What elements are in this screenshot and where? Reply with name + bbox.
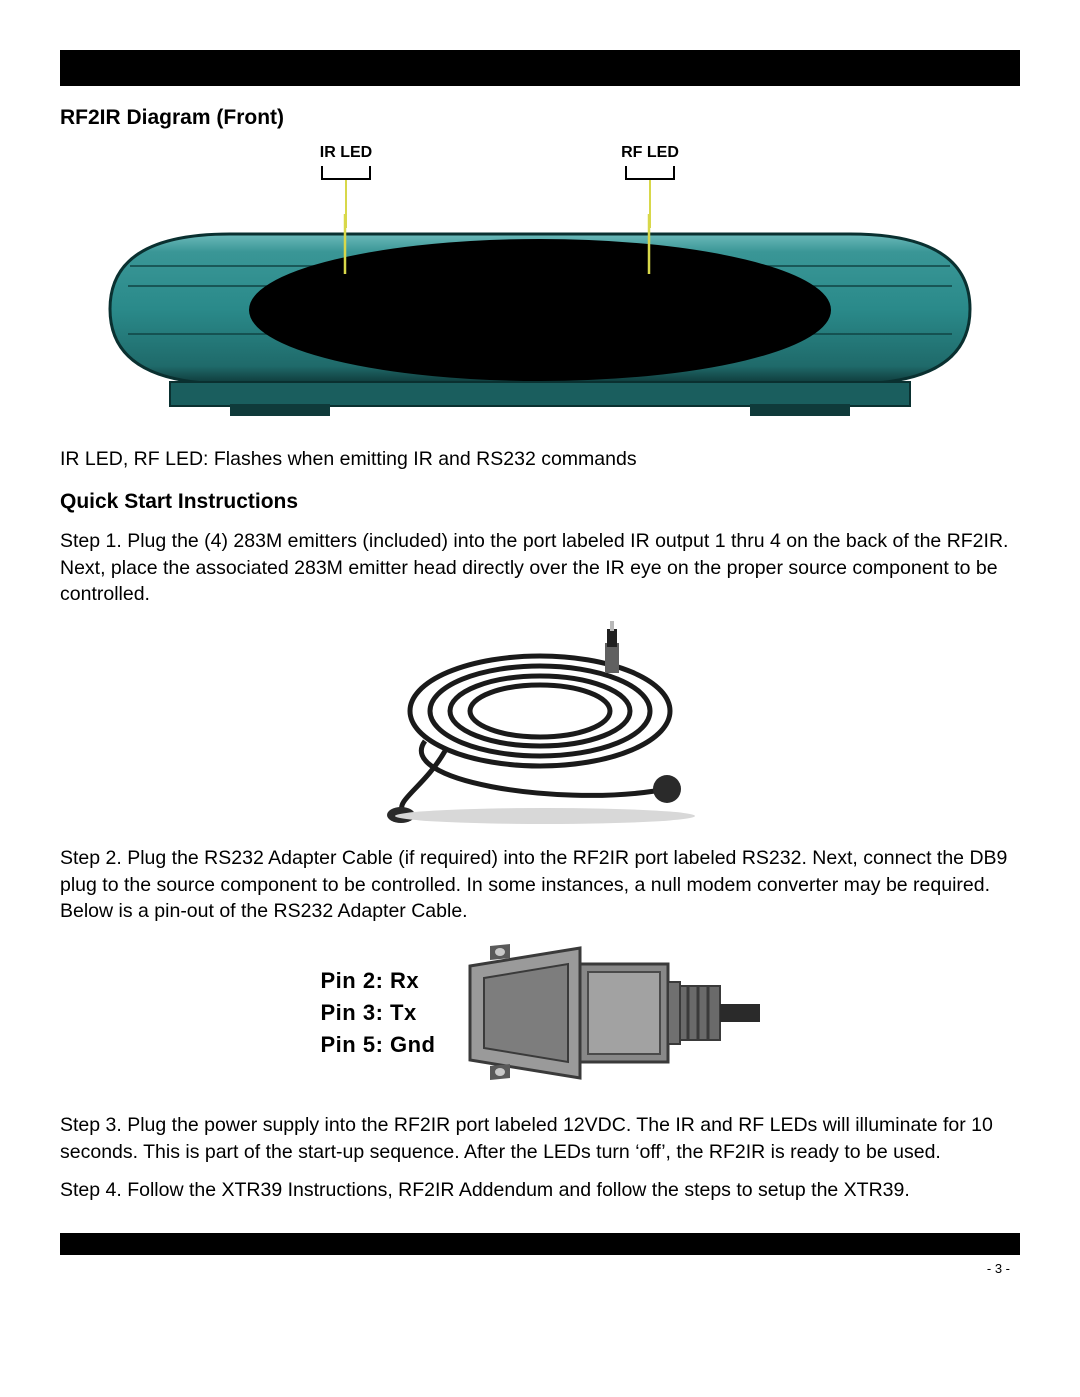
- front-diagram: IR LED RF LED: [90, 144, 990, 434]
- rf-led-bracket: [625, 166, 675, 180]
- footer-bar: [60, 1233, 1020, 1255]
- rs232-pinout-block: Pin 2: Rx Pin 3: Tx Pin 5: Gnd: [260, 938, 820, 1088]
- step-3-text: Step 3. Plug the power supply into the R…: [60, 1112, 1020, 1165]
- pin-5-label: Pin 5: Gnd: [321, 1029, 436, 1061]
- device-front-svg: [90, 214, 990, 434]
- header-bar: [60, 50, 1020, 86]
- rf-led-label: RF LED: [610, 144, 690, 162]
- step-1-text: Step 1. Plug the (4) 283M emitters (incl…: [60, 528, 1020, 607]
- emitter-cable-image: [305, 621, 775, 831]
- section-title-quickstart: Quick Start Instructions: [60, 490, 1020, 514]
- pin-2-label: Pin 2: Rx: [321, 965, 436, 997]
- ir-led-label: IR LED: [306, 144, 386, 162]
- step-4-text: Step 4. Follow the XTR39 Instructions, R…: [60, 1177, 1020, 1203]
- db9-connector-svg: [460, 938, 760, 1088]
- ir-led-leader-line: [345, 180, 347, 228]
- page-number: - 3 -: [60, 1261, 1020, 1276]
- step-2-text: Step 2. Plug the RS232 Adapter Cable (if…: [60, 845, 1020, 924]
- ir-led-bracket: [321, 166, 371, 180]
- led-caption: IR LED, RF LED: Flashes when emitting IR…: [60, 446, 1020, 472]
- rf-led-leader-line: [649, 180, 651, 228]
- pin-3-label: Pin 3: Tx: [321, 997, 436, 1029]
- section-title-diagram: RF2IR Diagram (Front): [60, 106, 1020, 130]
